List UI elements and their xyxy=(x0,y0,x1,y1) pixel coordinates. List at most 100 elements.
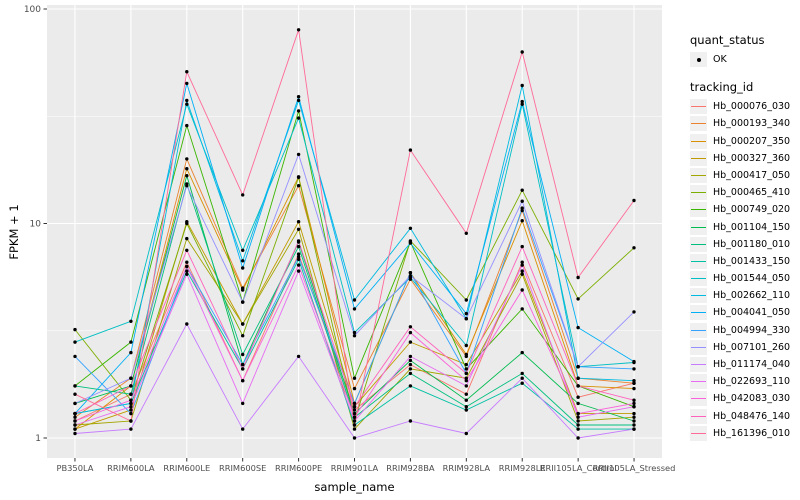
data-point xyxy=(408,226,413,230)
data-point xyxy=(352,334,357,338)
data-point xyxy=(352,411,357,416)
data-point xyxy=(241,288,245,292)
data-point xyxy=(185,174,189,178)
data-point xyxy=(241,259,245,263)
data-point xyxy=(520,260,524,264)
data-point xyxy=(464,317,468,321)
line-swatch-icon xyxy=(690,236,707,252)
data-point xyxy=(576,415,580,419)
legend-item-label: Hb_004994_330 xyxy=(713,324,791,336)
data-point xyxy=(296,175,301,180)
data-point xyxy=(129,384,133,388)
data-point xyxy=(464,408,468,412)
data-point xyxy=(241,334,245,338)
data-point xyxy=(296,252,301,256)
legend-item-label: Hb_000417_050 xyxy=(713,169,791,181)
legend-item: Hb_000193_340 xyxy=(690,115,798,132)
data-point xyxy=(185,167,189,171)
x-tick-label: RRIM928LA xyxy=(443,463,491,473)
data-point xyxy=(576,423,580,427)
data-point xyxy=(576,436,580,440)
data-point xyxy=(464,343,468,348)
data-point xyxy=(408,274,413,278)
legend-item: Hb_042083_030 xyxy=(690,390,798,407)
data-point xyxy=(73,419,77,423)
legend-item: Hb_007101_260 xyxy=(690,339,798,356)
legend-item: Hb_000327_360 xyxy=(690,150,798,167)
legend-item-label: Hb_000193_340 xyxy=(713,118,791,130)
line-swatch-icon xyxy=(690,133,707,149)
data-point xyxy=(632,359,636,364)
legend-item-label: Hb_001180_010 xyxy=(713,238,791,250)
data-point xyxy=(185,221,189,226)
data-point xyxy=(520,102,524,106)
point-swatch-icon xyxy=(690,52,707,67)
data-point xyxy=(520,199,524,203)
data-point xyxy=(632,198,636,203)
legend-item-label: Hb_000076_030 xyxy=(713,101,791,113)
data-point xyxy=(185,184,189,188)
legend: quant_status OK tracking_id Hb_000076_03… xyxy=(690,30,798,442)
data-point xyxy=(520,188,524,192)
data-point xyxy=(520,371,524,376)
x-tick-label: RRIM901LA xyxy=(331,463,379,473)
data-point xyxy=(296,152,301,157)
data-point xyxy=(464,392,468,396)
line-swatch-icon xyxy=(690,150,707,166)
data-point xyxy=(520,99,524,104)
legend-item: Hb_011174_040 xyxy=(690,356,798,373)
legend-item-label: Hb_161396_010 xyxy=(713,427,791,439)
data-point xyxy=(296,28,301,32)
data-point xyxy=(296,239,301,243)
data-point xyxy=(464,371,468,376)
legend-item: Hb_004994_330 xyxy=(690,322,798,339)
data-point xyxy=(73,431,77,436)
data-point xyxy=(185,248,189,252)
data-point xyxy=(185,81,189,86)
legend-item-label: Hb_001104_150 xyxy=(713,221,791,233)
data-point xyxy=(576,401,580,406)
data-point xyxy=(408,241,413,245)
legend-item: Hb_001433_150 xyxy=(690,253,798,270)
data-point xyxy=(241,367,245,371)
data-point xyxy=(129,340,133,344)
legend-item: Hb_001180_010 xyxy=(690,236,798,253)
data-point xyxy=(464,298,468,302)
data-point xyxy=(296,95,301,99)
data-point xyxy=(185,102,189,106)
data-point xyxy=(408,325,413,329)
data-point xyxy=(129,319,133,323)
data-point xyxy=(352,405,357,409)
legend-item-label: Hb_000465_410 xyxy=(713,187,791,199)
legend-item-label: Hb_001544_050 xyxy=(713,273,791,285)
data-point xyxy=(241,362,245,367)
data-point xyxy=(296,354,301,359)
data-point xyxy=(520,307,524,311)
x-tick-label: RRIM600LA xyxy=(107,463,155,473)
legend-item-label: Hb_000207_350 xyxy=(713,135,791,147)
data-point xyxy=(576,427,580,431)
data-point xyxy=(129,427,133,431)
data-point xyxy=(408,362,413,367)
legend-item-label: Hb_022693_110 xyxy=(713,376,791,388)
legend-item: Hb_001544_050 xyxy=(690,270,798,287)
x-tick-label: RRIM600SE xyxy=(219,463,266,473)
data-point xyxy=(632,415,636,419)
data-point xyxy=(352,376,357,380)
data-point xyxy=(408,358,413,363)
data-point xyxy=(185,236,189,241)
data-point xyxy=(352,408,357,412)
data-point xyxy=(352,298,357,302)
legend-item: Hb_048476_140 xyxy=(690,408,798,425)
legend-item: Hb_000207_350 xyxy=(690,133,798,150)
data-point xyxy=(408,271,413,275)
legend-item: Hb_022693_110 xyxy=(690,373,798,390)
data-point xyxy=(296,255,301,259)
data-point xyxy=(576,376,580,380)
legend-item: Hb_002662_110 xyxy=(690,287,798,304)
line-swatch-icon xyxy=(690,253,707,269)
data-point xyxy=(520,50,524,54)
data-point xyxy=(576,275,580,280)
line-swatch-icon xyxy=(690,219,707,235)
